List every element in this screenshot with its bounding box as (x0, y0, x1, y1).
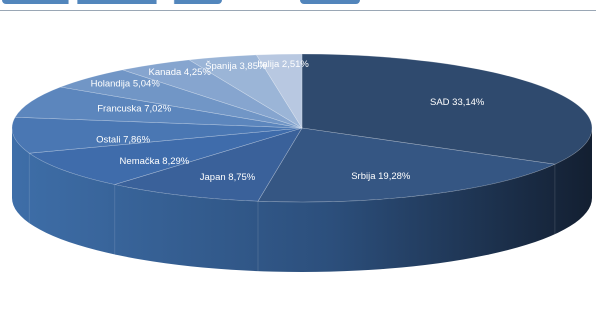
slice-label: Holandija 5,04% (91, 78, 161, 89)
pie-slice (11, 116, 303, 154)
title-fragment (2, 0, 222, 4)
pie-slice (113, 127, 303, 202)
pie-label-layer: SAD 33,14% Srbija 19,28% Japan 8,75% Nemačk… (91, 59, 485, 183)
pie-slice (301, 53, 593, 165)
slice-label: Nemačka 8,29% (120, 156, 190, 167)
pie-slice (14, 86, 303, 129)
slice-label: Kanada 4,25% (149, 67, 212, 78)
pie-slice (28, 127, 303, 185)
title-fragment (300, 0, 360, 4)
slice-label: Ostali 7,86% (96, 135, 150, 146)
pie-slice (59, 69, 303, 129)
pie-slice (255, 53, 303, 130)
slice-label: Francuska 7,02% (97, 104, 171, 115)
slice-label: Japan 8,75% (200, 172, 256, 183)
pie-slice (121, 59, 303, 129)
header-rule (0, 10, 596, 11)
pie-top-layer (11, 53, 593, 203)
top-title-strip (0, 0, 596, 10)
slice-label: SAD 33,14% (430, 97, 485, 108)
pie-slice (257, 127, 556, 203)
slice-label: Italija 2,51% (257, 59, 309, 70)
pie-side-wall (12, 128, 592, 272)
slice-label: Španija 3,85% (205, 61, 267, 72)
pie-side-layer (12, 128, 592, 272)
pie-slice (188, 54, 303, 129)
slice-label: Srbija 19,28% (351, 171, 411, 182)
